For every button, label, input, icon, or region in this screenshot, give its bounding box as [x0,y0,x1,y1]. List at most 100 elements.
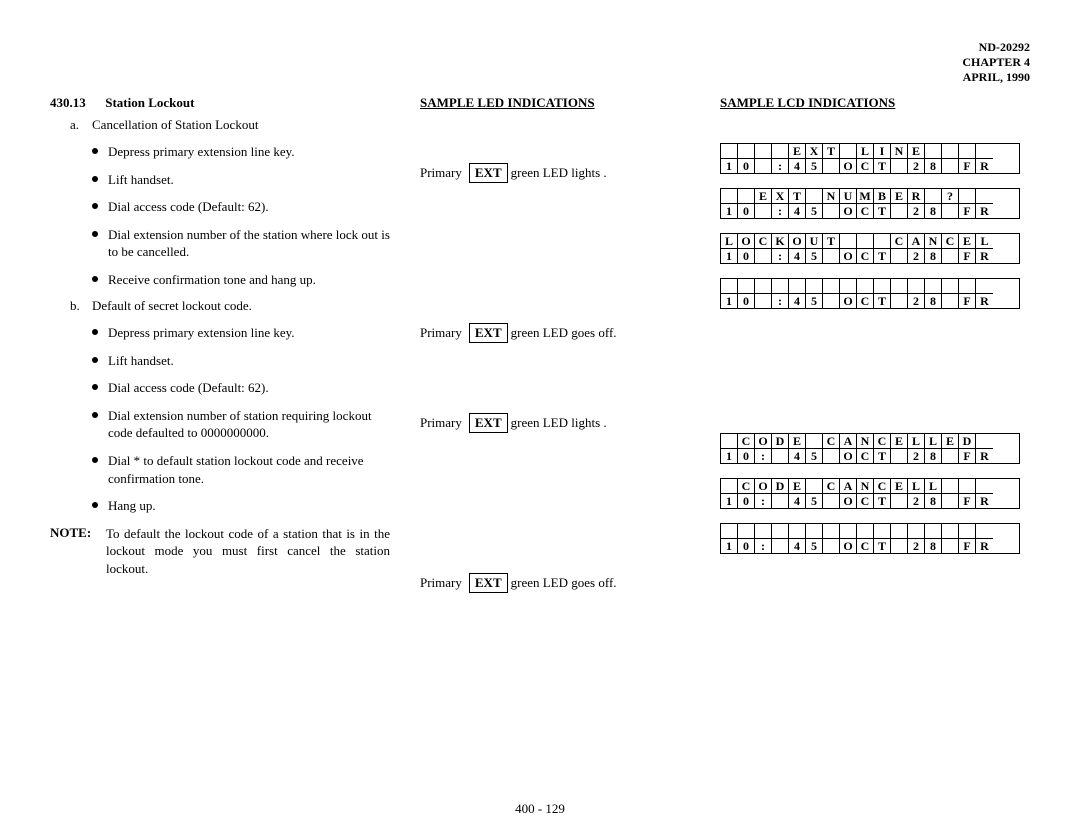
lcd-cell: E [789,434,806,449]
lcd-cell [755,249,772,263]
led-prefix: Primary [420,575,462,591]
lcd-cell: K [772,234,789,249]
lcd-cell: A [840,479,857,494]
lcd-cell [942,479,959,494]
doc-id: ND-20292 [50,40,1030,55]
lcd-cell: 8 [925,449,942,463]
lcd-cell [806,479,823,494]
lcd-cell [925,189,942,204]
lcd-cell: 4 [789,159,806,173]
lcd-cell: C [738,434,755,449]
lcd-cell [891,494,908,508]
lcd-cell [772,524,789,539]
led-indication: PrimaryEXT green LED goes off. [420,323,690,343]
lcd-cell [959,524,976,539]
lcd-cell: E [959,234,976,249]
lcd-cell: C [755,234,772,249]
bullet-item: Dial access code (Default: 62). [92,198,390,216]
lcd-cell: E [789,144,806,159]
lcd-cell: 5 [806,539,823,553]
lcd-cell: O [840,494,857,508]
lcd-cell [789,279,806,294]
lcd-cell: I [874,144,891,159]
lcd-cell: 8 [925,494,942,508]
lcd-cell [942,539,959,553]
led-prefix: Primary [420,415,462,431]
lcd-cell: E [755,189,772,204]
lcd-cell [874,279,891,294]
ext-box: EXT [469,323,508,343]
lcd-cell: 2 [908,294,925,308]
lcd-cell: C [857,294,874,308]
lcd-cell [874,234,891,249]
lcd-display: 10:45OCT28FR [720,278,1020,309]
lcd-cell: T [874,494,891,508]
lcd-cell: R [976,204,993,218]
lcd-cell: 5 [806,204,823,218]
lcd-cell [925,144,942,159]
lcd-cell: T [874,294,891,308]
lcd-cell: 4 [789,204,806,218]
lcd-cell: E [908,144,925,159]
lcd-cell: 2 [908,449,925,463]
lcd-cell [772,144,789,159]
lcd-cell [823,204,840,218]
lcd-cell: R [976,159,993,173]
lcd-cell [772,279,789,294]
lcd-cell [942,294,959,308]
lcd-cell: T [874,449,891,463]
lcd-cell: 5 [806,294,823,308]
lcd-cell: 1 [721,159,738,173]
lcd-cell: D [959,434,976,449]
lcd-cell: 0 [738,204,755,218]
bullet-item: Receive confirmation tone and hang up. [92,271,390,289]
lcd-cell [721,144,738,159]
lcd-cell: O [840,159,857,173]
lcd-cell: X [806,144,823,159]
section-title: Station Lockout [105,95,194,110]
section-number: 430.13 [50,95,102,111]
lcd-cell: R [976,249,993,263]
lcd-cell: A [908,234,925,249]
ext-box: EXT [469,573,508,593]
lcd-cell: C [857,204,874,218]
lcd-cell [823,449,840,463]
lcd-cell: A [840,434,857,449]
lcd-cell [959,144,976,159]
lcd-cell [755,279,772,294]
lcd-cell [891,279,908,294]
lcd-cell [738,144,755,159]
led-indication: PrimaryEXT green LED lights . [420,163,690,183]
lcd-cell [891,524,908,539]
lcd-cell: 8 [925,159,942,173]
lcd-cell [891,449,908,463]
lcd-cell: ? [942,189,959,204]
lcd-cell [806,279,823,294]
lcd-cell [891,539,908,553]
lcd-cell: F [959,249,976,263]
lcd-cell: 1 [721,249,738,263]
bullet-list-b: Depress primary extension line key.Lift … [92,324,390,514]
lcd-cell: 0 [738,494,755,508]
lcd-cell: : [755,494,772,508]
lcd-cell: U [840,189,857,204]
led-state: green LED lights . [511,415,607,431]
lcd-cell: R [908,189,925,204]
lcd-cell [721,434,738,449]
lcd-cell: 1 [721,494,738,508]
bullet-item: Depress primary extension line key. [92,324,390,342]
lcd-cell: : [772,249,789,263]
sub-item-b: b. Default of secret lockout code. [70,298,390,314]
lcd-cell: O [755,479,772,494]
lcd-cell: O [755,434,772,449]
lcd-cell: 8 [925,249,942,263]
lcd-cell: L [908,434,925,449]
doc-date: APRIL, 1990 [50,70,1030,85]
lcd-cell: 8 [925,294,942,308]
lcd-cell [908,279,925,294]
lcd-cell [840,234,857,249]
lcd-cell [959,279,976,294]
lcd-cell: C [823,479,840,494]
lcd-cell: O [738,234,755,249]
lcd-cell [925,524,942,539]
